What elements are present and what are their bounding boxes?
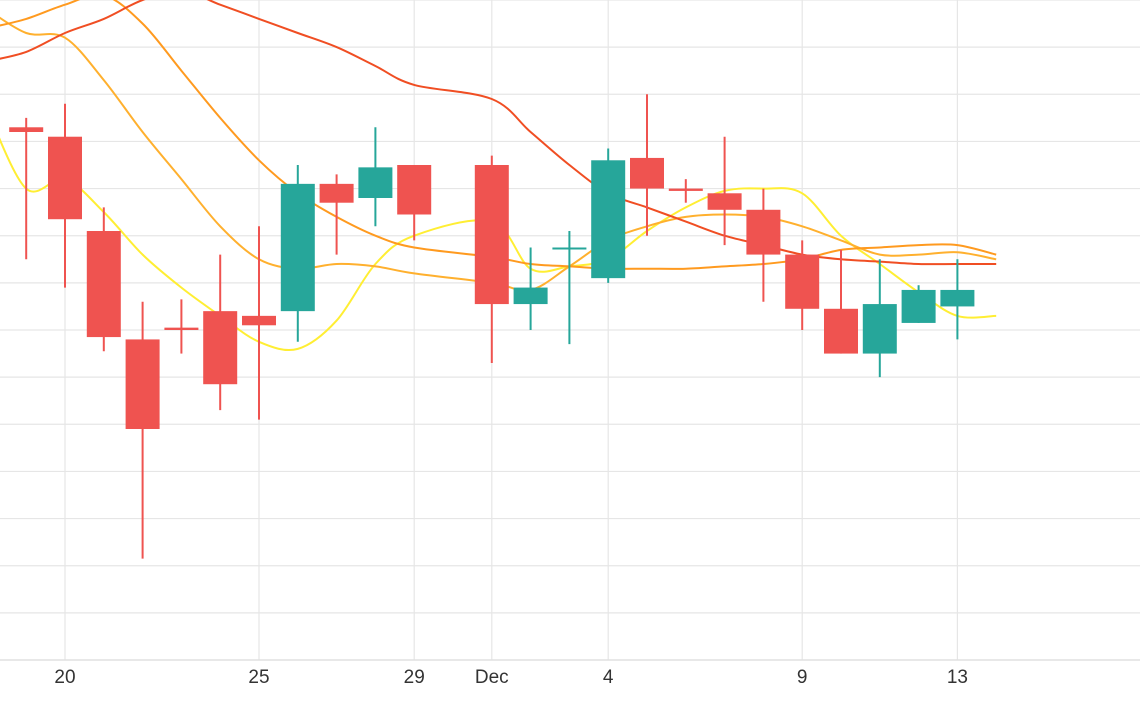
candle-body (668, 188, 703, 191)
candle-body (901, 289, 936, 323)
candle-body (474, 165, 509, 305)
candle-body (940, 289, 975, 307)
candle (630, 94, 664, 236)
candle (125, 301, 160, 559)
candle (164, 299, 199, 354)
candle (203, 254, 238, 411)
x-tick-label: Dec (475, 667, 509, 688)
candle-body (164, 327, 199, 330)
candles (9, 94, 975, 559)
candle-body (358, 167, 393, 198)
candle-body (824, 308, 858, 354)
x-tick-label: 9 (797, 667, 808, 688)
candle (9, 117, 44, 260)
candle (940, 259, 975, 340)
gridlines (0, 0, 1140, 660)
x-axis: 20 25 29 Dec 4 9 13 (0, 659, 1140, 688)
candle (86, 207, 121, 352)
candle-body (746, 209, 781, 255)
candle (48, 103, 82, 288)
candle (280, 165, 315, 342)
candle-body (242, 315, 276, 326)
candle-body (707, 193, 742, 210)
candle (513, 247, 548, 330)
candle-body (552, 247, 587, 250)
candle (824, 249, 858, 354)
candle (901, 285, 936, 323)
candle-body (591, 160, 626, 279)
candle-body (48, 136, 82, 220)
candle-body (785, 254, 820, 309)
candle-body (9, 127, 44, 132)
candle-body (397, 165, 432, 215)
candle-body (862, 304, 897, 354)
candle (552, 231, 587, 345)
moving-average-line-4 (0, 0, 997, 266)
x-tick-label: 25 (248, 667, 269, 688)
candle-body (319, 183, 354, 203)
moving-average-line-2 (0, 16, 997, 292)
candle-body (513, 287, 548, 305)
candle-body (86, 231, 121, 338)
x-tick-label: 20 (54, 667, 75, 688)
candle (358, 127, 393, 227)
candle-body (280, 183, 315, 312)
candle (397, 165, 432, 241)
candle (242, 226, 276, 420)
candle (474, 155, 509, 363)
candle (785, 240, 820, 330)
candle-body (203, 311, 238, 385)
candle (591, 148, 626, 283)
candle (707, 136, 742, 246)
candle (319, 174, 354, 255)
moving-average-line-3 (0, 0, 997, 270)
candle (668, 179, 703, 203)
x-tick-label: 29 (404, 667, 425, 688)
x-tick-label: 4 (603, 667, 614, 688)
x-tick-label: 13 (947, 667, 968, 688)
candle-body (630, 157, 664, 189)
candle (862, 259, 897, 378)
candle-body (125, 339, 160, 429)
candle (746, 188, 781, 302)
